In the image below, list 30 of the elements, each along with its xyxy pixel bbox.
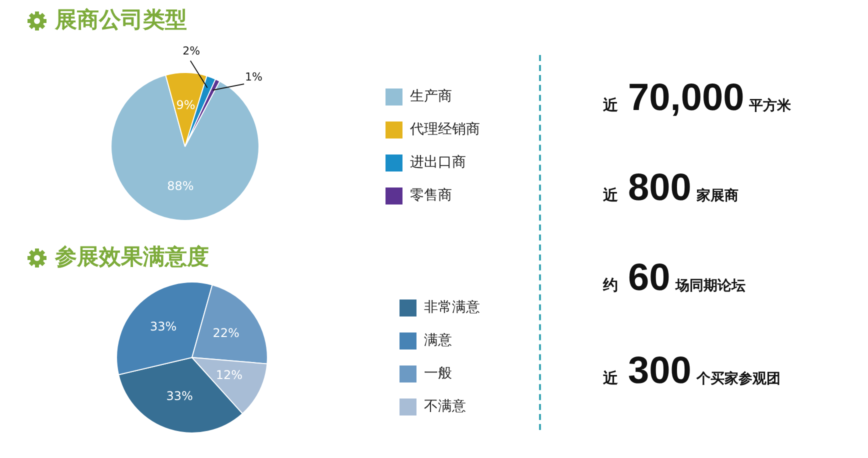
text: 800 (628, 167, 692, 209)
chart-title: 参展效果满意度 (55, 245, 209, 271)
data-label: 12% (216, 368, 242, 382)
text: 家展商 (696, 187, 738, 205)
data-label: 22% (212, 326, 240, 340)
data-label: 1% (244, 70, 262, 84)
text: 近 (603, 186, 618, 205)
legend-label: 零售商 (410, 188, 452, 204)
legend-label: 一般 (424, 366, 452, 382)
legend-label: 生产商 (410, 88, 452, 105)
data-label: 9% (176, 98, 196, 112)
data-label: 2% (182, 44, 200, 58)
legend-label: 代理经销商 (409, 122, 480, 138)
text: 70,000 (628, 77, 744, 119)
text: 个买家参观团 (696, 370, 780, 388)
text: 场同期论坛 (675, 277, 746, 295)
text: 300 (628, 350, 692, 392)
data-label: 33% (166, 389, 193, 404)
text: 60 (628, 257, 670, 299)
text: 约 (603, 276, 618, 295)
text: 近 (603, 96, 618, 115)
text: 平方米 (749, 97, 792, 115)
text: 近 (603, 369, 618, 388)
legend-label: 非常满意 (424, 300, 480, 316)
data-label: 33% (150, 320, 177, 334)
legend-label: 满意 (424, 332, 452, 349)
chart-title: 展商公司类型 (55, 8, 187, 34)
data-label: 88% (167, 179, 194, 194)
legend-label: 进出口商 (410, 154, 466, 171)
legend-label: 不满意 (424, 398, 466, 415)
